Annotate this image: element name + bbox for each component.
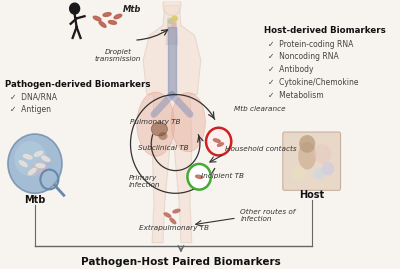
- Ellipse shape: [42, 156, 50, 161]
- Ellipse shape: [171, 93, 205, 152]
- Text: ✓  Antigen: ✓ Antigen: [10, 105, 51, 114]
- Circle shape: [70, 3, 80, 14]
- Ellipse shape: [99, 22, 106, 27]
- Ellipse shape: [158, 132, 168, 140]
- Text: Mtb: Mtb: [122, 5, 141, 14]
- Ellipse shape: [28, 168, 36, 175]
- Text: Mtb clearance: Mtb clearance: [234, 106, 286, 112]
- Text: ✓  Protein-coding RNA: ✓ Protein-coding RNA: [268, 40, 353, 49]
- Ellipse shape: [298, 142, 316, 169]
- Text: Primary
infection: Primary infection: [129, 175, 160, 188]
- Circle shape: [206, 128, 231, 155]
- Text: Subclinical TB: Subclinical TB: [138, 145, 188, 151]
- Ellipse shape: [36, 164, 45, 168]
- Polygon shape: [166, 17, 178, 45]
- Ellipse shape: [172, 22, 176, 26]
- Text: ✓  Cytokine/Chemokine: ✓ Cytokine/Chemokine: [268, 78, 358, 87]
- Ellipse shape: [170, 218, 176, 224]
- Ellipse shape: [93, 16, 101, 21]
- Text: Pulmonary TB: Pulmonary TB: [130, 119, 181, 125]
- Ellipse shape: [164, 213, 171, 217]
- Text: ✓  DNA/RNA: ✓ DNA/RNA: [10, 93, 57, 102]
- FancyBboxPatch shape: [283, 132, 340, 190]
- Circle shape: [188, 164, 211, 190]
- Circle shape: [163, 0, 181, 16]
- Ellipse shape: [196, 175, 203, 178]
- Text: Droplet
transmission: Droplet transmission: [95, 48, 141, 62]
- Text: Pathogen-derived Biomarkers: Pathogen-derived Biomarkers: [5, 80, 151, 89]
- Text: ✓  Antibody: ✓ Antibody: [268, 65, 313, 74]
- Polygon shape: [143, 6, 201, 243]
- Ellipse shape: [19, 161, 27, 167]
- Circle shape: [314, 144, 332, 164]
- Ellipse shape: [137, 92, 175, 156]
- Text: Other routes of
infection: Other routes of infection: [240, 208, 296, 222]
- Ellipse shape: [173, 209, 180, 213]
- Text: ✓  Noncoding RNA: ✓ Noncoding RNA: [268, 52, 338, 62]
- Ellipse shape: [34, 151, 43, 156]
- Circle shape: [299, 135, 315, 153]
- Text: Household contacts: Household contacts: [225, 146, 297, 152]
- Ellipse shape: [151, 122, 168, 136]
- Ellipse shape: [213, 139, 220, 142]
- Text: ✓  Metabolism: ✓ Metabolism: [268, 91, 323, 100]
- Text: Pathogen-Host Paired Biomarkers: Pathogen-Host Paired Biomarkers: [81, 257, 281, 267]
- Ellipse shape: [103, 13, 111, 16]
- Ellipse shape: [108, 20, 116, 24]
- Text: Host: Host: [299, 190, 324, 200]
- Text: Host-derived Biomarkers: Host-derived Biomarkers: [264, 26, 386, 35]
- Text: Incipient TB: Incipient TB: [201, 172, 244, 179]
- Circle shape: [291, 166, 305, 182]
- Ellipse shape: [218, 143, 224, 146]
- Circle shape: [322, 162, 334, 175]
- Ellipse shape: [23, 154, 32, 159]
- Circle shape: [314, 168, 324, 179]
- Circle shape: [14, 141, 47, 176]
- Ellipse shape: [30, 162, 48, 175]
- Ellipse shape: [168, 19, 172, 23]
- Circle shape: [8, 134, 62, 193]
- Ellipse shape: [172, 16, 177, 21]
- Ellipse shape: [114, 14, 122, 19]
- Text: Mtb: Mtb: [24, 195, 46, 205]
- Text: Extrapulmonary TB: Extrapulmonary TB: [139, 225, 209, 231]
